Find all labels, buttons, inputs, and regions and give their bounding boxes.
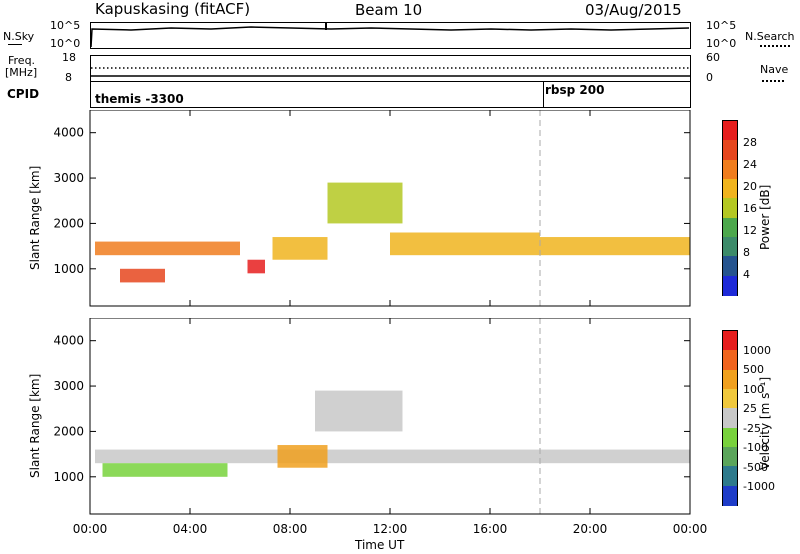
y-tick-label: 4000 <box>53 126 84 140</box>
x-tick-label: 04:00 <box>173 522 208 536</box>
scatter-band <box>315 390 403 432</box>
colorbar-segment <box>723 140 737 161</box>
colorbar-tick-label: -1000 <box>743 480 775 494</box>
x-tick-label: 12:00 <box>373 522 408 536</box>
cpid-label: CPID <box>7 87 40 101</box>
freq-panel <box>90 55 691 82</box>
noise-left-tick-bottom: 10^0 <box>50 37 81 50</box>
colorbar-segment <box>723 121 737 142</box>
cpid-panel <box>90 82 691 108</box>
x-tick-label: 20:00 <box>573 522 608 536</box>
velocity-colorbar-label: Velocity [m s⁻¹] <box>758 376 772 470</box>
noise-right-tick-bottom: 10^0 <box>706 37 737 50</box>
colorbar-segment <box>723 408 737 429</box>
colorbar-segment <box>723 485 737 506</box>
colorbar-tick-label: 25 <box>743 402 757 416</box>
y-tick-label: 4000 <box>53 334 84 348</box>
cpid-divider <box>543 82 544 108</box>
colorbar-segment <box>723 447 737 468</box>
y-tick-label: 2000 <box>53 216 84 230</box>
colorbar-tick-label: 24 <box>743 158 757 171</box>
noise-left-tick-top: 10^5 <box>50 19 81 32</box>
colorbar-segment <box>723 389 737 410</box>
colorbar-segment <box>723 159 737 180</box>
freq-right-tick-bottom: 0 <box>706 71 713 84</box>
colorbar-tick-label: 28 <box>743 136 757 149</box>
nsearch-legend-line <box>760 45 790 47</box>
x-tick-label: 00:00 <box>673 522 708 536</box>
colorbar-segment <box>723 331 737 352</box>
scatter-band <box>120 268 165 283</box>
y-tick-label: 3000 <box>53 171 84 185</box>
scatter-band <box>277 445 328 468</box>
y-tick-label: 1000 <box>53 470 84 484</box>
scatter-band <box>95 449 690 464</box>
colorbar-segment <box>723 427 737 448</box>
cpid-segment-1: themis -3300 <box>95 92 184 106</box>
colorbar-tick-label: 12 <box>743 224 757 237</box>
nave-label: Nave <box>760 63 789 76</box>
colorbar-segment <box>723 237 737 258</box>
colorbar-tick-label: 1000 <box>743 343 771 357</box>
x-tick-label: 08:00 <box>273 522 308 536</box>
noise-right-tick-top: 10^5 <box>706 19 737 32</box>
freq-right-tick-top: 60 <box>706 51 720 64</box>
velocity-colorbar: 1000 500 100 25 -25 -100 -500 -1000 <box>722 330 775 506</box>
x-axis-label: Time UT <box>355 538 405 552</box>
colorbar-tick-label: 8 <box>743 246 750 259</box>
colorbar-segment <box>723 350 737 371</box>
scatter-band <box>102 463 228 477</box>
velocity-panel: 4000 3000 2000 1000 00:00 04:00 08:00 12:00 16:0… <box>53 318 708 536</box>
freq-left-tick-top: 18 <box>62 51 76 64</box>
colorbar-segment <box>723 198 737 219</box>
scatter-band <box>540 237 690 256</box>
colorbar-segment <box>723 275 737 296</box>
freq-label: Freq. <box>8 54 36 67</box>
power-panel: 4000 3000 2000 1000 <box>53 110 691 307</box>
nsky-legend-line <box>8 44 22 45</box>
noise-panel <box>90 22 691 49</box>
nsky-label: N.Sky <box>3 30 35 43</box>
freq-left-tick-bottom: 8 <box>65 71 72 84</box>
power-colorbar-label: Power [dB] <box>758 184 772 250</box>
colorbar-tick-label: 16 <box>743 202 757 215</box>
colorbar-segment <box>723 179 737 200</box>
colorbar-segment <box>723 466 737 487</box>
nsearch-label: N.Search <box>745 30 795 43</box>
scatter-band <box>272 237 328 260</box>
x-tick-label: 16:00 <box>473 522 508 536</box>
colorbar-segment <box>723 369 737 390</box>
scatter-band <box>95 241 240 256</box>
colorbar-segment <box>723 256 737 277</box>
colorbar-tick-label: -100 <box>743 441 768 455</box>
noise-sky-line <box>91 26 690 48</box>
scatter-band <box>390 232 540 256</box>
beam-title: Beam 10 <box>355 1 423 19</box>
scatter-band <box>327 182 403 224</box>
station-title: Kapuskasing (fitACF) <box>95 0 251 18</box>
y-tick-label: 3000 <box>53 379 84 393</box>
scatter-band <box>247 259 265 274</box>
power-ylabel: Slant Range [km] <box>28 165 42 270</box>
colorbar-tick-label: 500 <box>743 363 764 377</box>
velocity-ylabel: Slant Range [km] <box>28 373 42 478</box>
colorbar-segment <box>723 217 737 238</box>
y-tick-label: 1000 <box>53 262 84 276</box>
colorbar-tick-label: 4 <box>743 268 750 281</box>
mhz-label: [MHz] <box>5 66 38 79</box>
colorbar-tick-label: -25 <box>743 421 761 435</box>
date-title: 03/Aug/2015 <box>585 1 682 19</box>
colorbar-tick-label: -500 <box>743 460 768 474</box>
power-colorbar: 28 24 20 16 12 8 4 <box>722 120 757 296</box>
colorbar-tick-label: 20 <box>743 180 757 193</box>
colorbar-tick-label: 100 <box>743 382 764 396</box>
y-tick-label: 2000 <box>53 424 84 438</box>
x-tick-label: 00:00 <box>73 522 108 536</box>
nave-legend-line <box>762 80 784 82</box>
cpid-segment-2: rbsp 200 <box>545 83 605 97</box>
